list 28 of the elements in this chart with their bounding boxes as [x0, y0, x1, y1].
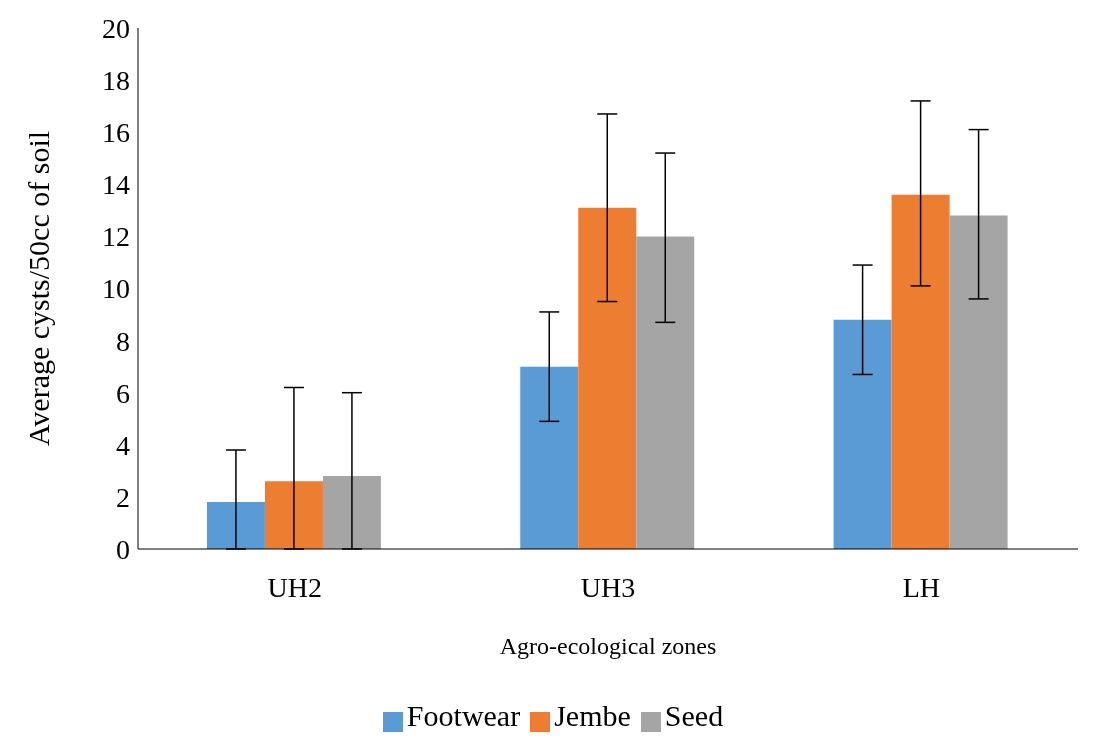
- bar: [206, 502, 265, 549]
- bar: [578, 207, 637, 549]
- y-axis-title: Average cysts/50cc of soil: [21, 130, 55, 447]
- y-tick-label: 20: [102, 12, 130, 44]
- legend-label: Jembe: [554, 699, 631, 732]
- bar: [891, 194, 950, 549]
- x-tick-label: UH2: [267, 571, 322, 603]
- y-tick-label: 0: [116, 533, 130, 565]
- bar: [322, 476, 381, 549]
- y-tick-label: 6: [116, 377, 130, 409]
- x-tick-label: LH: [902, 571, 940, 603]
- bar: [636, 236, 695, 549]
- legend-label: Footwear: [406, 699, 521, 732]
- y-tick-label: 8: [116, 325, 130, 357]
- y-tick-label: 16: [102, 117, 130, 149]
- bar: [520, 366, 579, 549]
- y-tick-label: 4: [116, 429, 130, 461]
- y-tick-label: 2: [116, 481, 130, 513]
- bar: [949, 215, 1008, 549]
- y-tick-label: 10: [102, 273, 130, 305]
- legend-label: Seed: [664, 699, 724, 732]
- x-tick-label: UH3: [580, 571, 636, 603]
- x-axis-title: Agro-ecological zones: [499, 633, 717, 660]
- y-tick-label: 18: [102, 65, 130, 97]
- y-tick-label: 14: [102, 169, 130, 201]
- y-tick-label: 12: [102, 221, 130, 253]
- bar: [264, 481, 323, 549]
- bar: [833, 319, 892, 549]
